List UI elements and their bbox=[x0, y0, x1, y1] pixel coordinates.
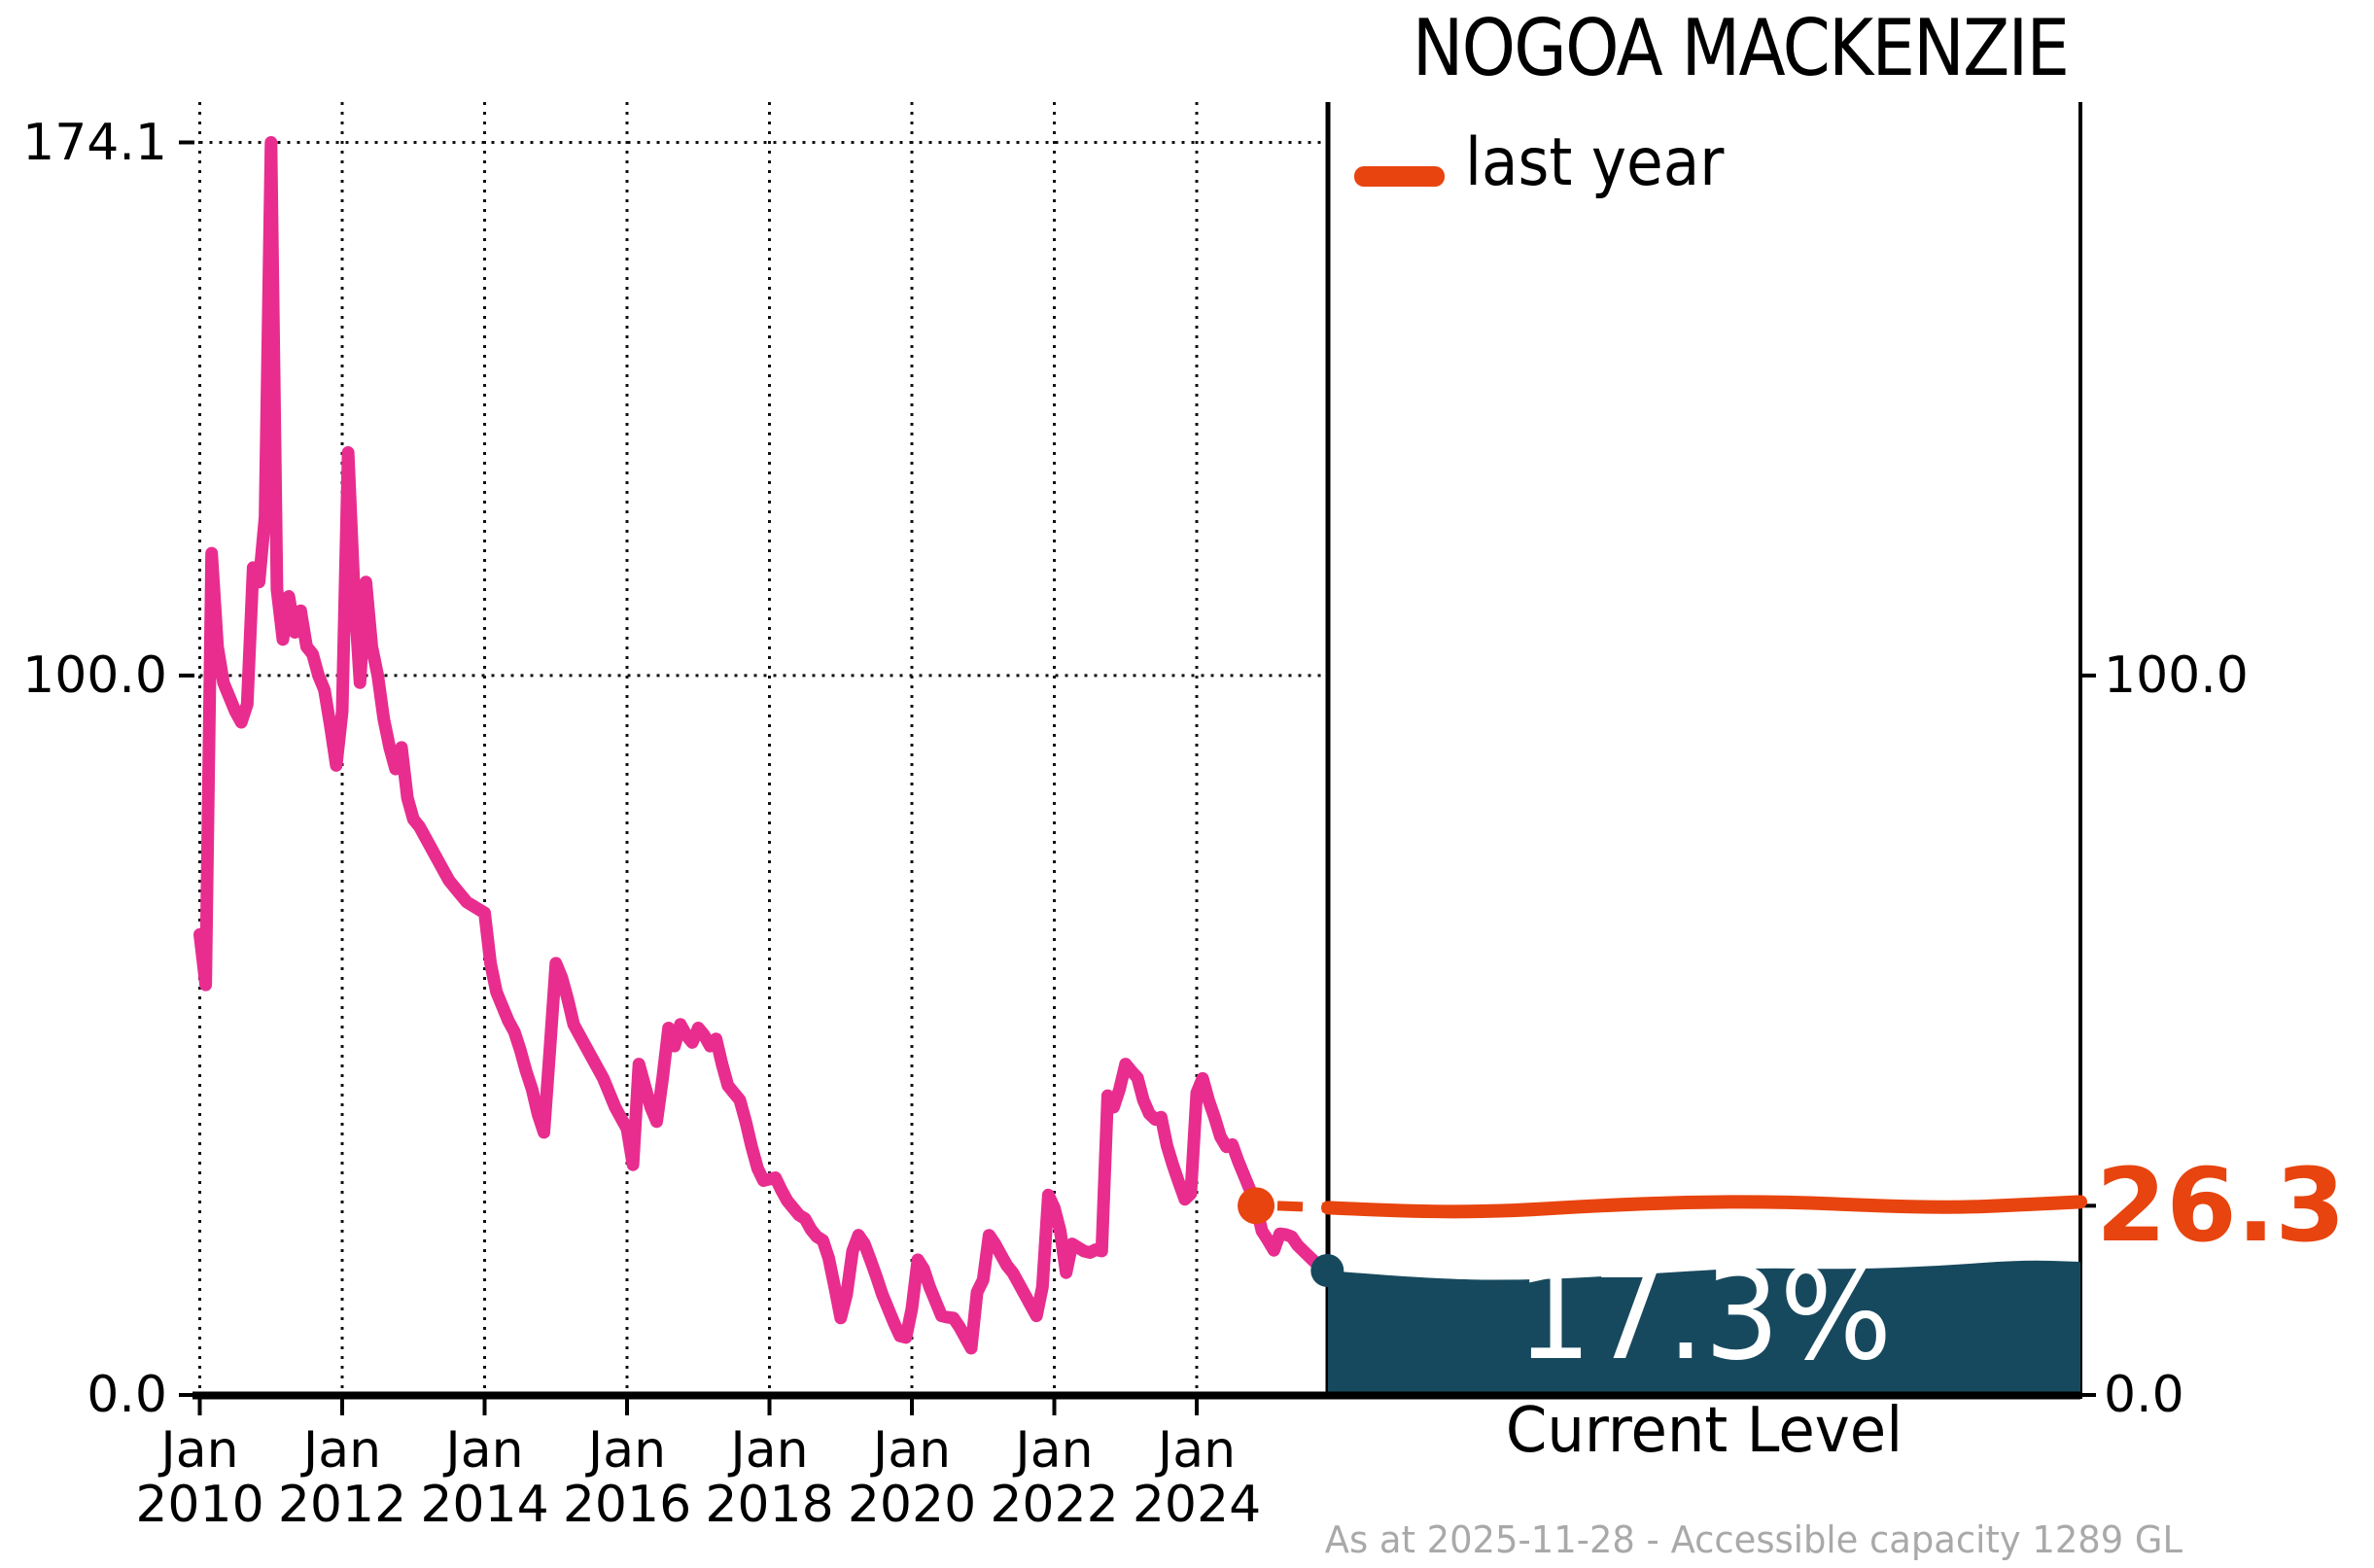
y-axis-label-100: 100.0 bbox=[22, 646, 167, 705]
x-tick-label: Jan 2012 bbox=[277, 1421, 407, 1534]
right-axis-label-100: 100.0 bbox=[2104, 646, 2249, 705]
page-title: NOGOA MACKENZIE bbox=[1412, 3, 2070, 93]
y-axis-label-max: 174.1 bbox=[22, 114, 167, 172]
last-year-legend-label: last year bbox=[1465, 124, 1725, 201]
last-year-legend-swatch bbox=[1354, 166, 1445, 187]
x-tick-label: Jan 2022 bbox=[990, 1421, 1119, 1534]
current-level-percent: 17.3% bbox=[1516, 1243, 1893, 1388]
footer-note: As at 2025-11-28 - Accessible capacity 1… bbox=[1324, 1518, 2182, 1561]
x-tick-label: Jan 2010 bbox=[135, 1421, 264, 1534]
current-level-marker-dot bbox=[1310, 1253, 1344, 1287]
x-tick-label: Jan 2014 bbox=[420, 1421, 549, 1534]
x-tick-label: Jan 2016 bbox=[562, 1421, 692, 1534]
y-axis-label-0: 0.0 bbox=[87, 1366, 167, 1424]
x-tick-label: Jan 2020 bbox=[847, 1421, 977, 1534]
last-year-connector bbox=[1276, 1201, 1329, 1213]
right-axis-label-0: 0.0 bbox=[2104, 1366, 2184, 1424]
last-year-value: 26.3 bbox=[2096, 1146, 2346, 1265]
current-level-area bbox=[1328, 1260, 2080, 1398]
current-level-caption: Current Level bbox=[1505, 1395, 1903, 1467]
history-line bbox=[193, 136, 1334, 1355]
x-tick-label: Jan 2024 bbox=[1132, 1421, 1262, 1534]
x-tick-label: Jan 2018 bbox=[705, 1421, 834, 1534]
last-year-marker-dot bbox=[1238, 1187, 1275, 1225]
last-year-level-line bbox=[1321, 1195, 2087, 1219]
